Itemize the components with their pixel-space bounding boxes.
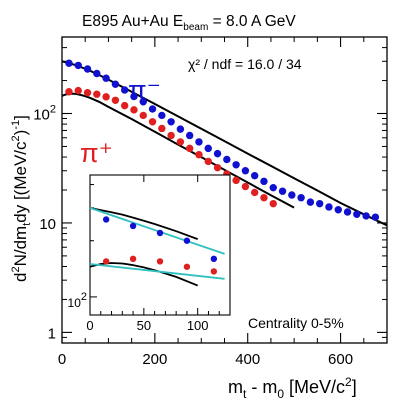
- inset-axis-ticks: 0 50 100 102: [68, 175, 220, 333]
- pi-plus-point: [130, 106, 138, 114]
- inset-chart: 0 50 100 102: [68, 174, 231, 333]
- pi-minus-point: [241, 167, 250, 175]
- pi-minus-point: [362, 212, 370, 220]
- inset-x-tick-label: 100: [187, 318, 209, 333]
- pi-plus-point: [83, 88, 92, 97]
- pi-minus-point: [297, 194, 305, 202]
- x-tick-label: 600: [328, 351, 353, 368]
- pi-plus-point: [148, 118, 157, 126]
- pi-plus-point: [250, 188, 259, 197]
- pi-minus-point: [185, 131, 194, 140]
- inset-y-tick-label: 102: [68, 291, 87, 310]
- inset-pi-plus-point: [183, 263, 191, 270]
- pi-plus-point: [195, 151, 203, 159]
- pi-minus-point: [74, 61, 82, 70]
- inset-pi-plus-point: [156, 258, 164, 265]
- inset-pi-minus-point: [129, 222, 137, 230]
- pi-plus-label: π⁺: [80, 138, 113, 168]
- pi-plus-point: [213, 163, 222, 172]
- pi-minus-point: [269, 183, 277, 192]
- pi-minus-point: [195, 138, 203, 146]
- y-tick-label: 102: [33, 104, 56, 124]
- x-axis-label: mt - m0 [MeV/c2]: [228, 375, 357, 401]
- x-tick-label: 200: [142, 351, 167, 368]
- inset-data-points: [102, 216, 218, 275]
- pi-plus-point: [185, 144, 194, 153]
- inset-pi-minus-point: [102, 216, 110, 223]
- pi-plus-point: [260, 194, 268, 202]
- pi-minus-point: [130, 92, 138, 101]
- pi-plus-point: [269, 199, 277, 208]
- pi-plus-point: [158, 124, 166, 133]
- inset-pi-plus-point: [210, 268, 218, 275]
- pi-minus-point: [148, 105, 157, 113]
- fit-curve-pi-plus: [61, 92, 295, 209]
- inset-pi-minus-point: [156, 229, 164, 237]
- pi-minus-point: [353, 210, 361, 218]
- pi-minus-point: [83, 65, 92, 73]
- pi-plus-point: [204, 157, 212, 166]
- pi-minus-point: [158, 111, 166, 120]
- pi-plus-point: [102, 93, 110, 101]
- pi-minus-point: [371, 213, 380, 221]
- pi-minus-point: [260, 177, 268, 186]
- pi-minus-point: [65, 59, 73, 67]
- pi-minus-point: [176, 125, 185, 133]
- pi-minus-point: [167, 118, 175, 126]
- pi-plus-point: [65, 88, 73, 96]
- inset-linear-fit-pi-plus: [89, 263, 225, 280]
- y-tick-label: 10: [39, 216, 56, 233]
- centrality-annotation: Centrality 0-5%: [248, 315, 344, 331]
- inset-linear-fit-pi-minus: [89, 207, 225, 255]
- pi-minus-point: [306, 198, 315, 206]
- inset-x-tick-label: 0: [86, 318, 93, 333]
- inset-frame: [89, 174, 231, 316]
- chart-title: E895 Au+Au Ebeam = 8.0 A GeV: [82, 13, 296, 33]
- pi-minus-point: [334, 206, 342, 214]
- pi-minus-point: [102, 74, 110, 82]
- inset-pi-plus-point: [129, 255, 137, 263]
- pi-plus-point: [74, 86, 82, 95]
- pi-plus-point: [120, 101, 129, 110]
- pi-minus-point: [213, 149, 222, 158]
- pi-minus-point: [315, 199, 324, 208]
- pi-minus-point: [93, 69, 101, 78]
- pi-minus-label: π⁻: [128, 75, 161, 105]
- pi-minus-point: [250, 172, 259, 180]
- inset-x-tick-label: 50: [137, 318, 151, 333]
- y-tick-label: 1: [48, 325, 56, 342]
- pi-plus-point: [139, 111, 147, 120]
- x-tick-label: 400: [235, 351, 260, 368]
- pi-plus-point: [93, 90, 101, 98]
- pi-minus-point: [278, 187, 287, 195]
- pi-minus-point: [343, 208, 352, 216]
- pi-plus-point: [241, 182, 250, 191]
- inset-pi-minus-point: [183, 237, 191, 244]
- axis-ticks: 0 200 400 600 1 10 102: [33, 36, 388, 368]
- pi-minus-point: [223, 155, 231, 164]
- chi2-annotation: χ² / ndf = 16.0 / 34: [188, 56, 302, 72]
- x-tick-label: 0: [58, 351, 66, 368]
- inset-fit-pi-minus: [89, 207, 199, 240]
- y-axis-label: d2N/dmtdy [(MeV/c2)-1]: [10, 115, 33, 282]
- pi-minus-point: [111, 80, 120, 88]
- pi-minus-point: [139, 98, 147, 106]
- pi-minus-point: [204, 144, 212, 153]
- inset-pi-minus-point: [210, 255, 218, 263]
- pi-plus-point: [176, 138, 185, 146]
- pi-plus-point: [232, 176, 240, 185]
- data-points: [65, 59, 380, 221]
- pi-minus-point: [120, 86, 129, 94]
- pi-plus-point: [167, 131, 175, 140]
- inset-pi-plus-point: [102, 258, 110, 265]
- pi-minus-point: [325, 203, 333, 211]
- pi-plus-point: [111, 96, 120, 105]
- pi-minus-point: [232, 161, 240, 169]
- pi-minus-point: [288, 191, 296, 199]
